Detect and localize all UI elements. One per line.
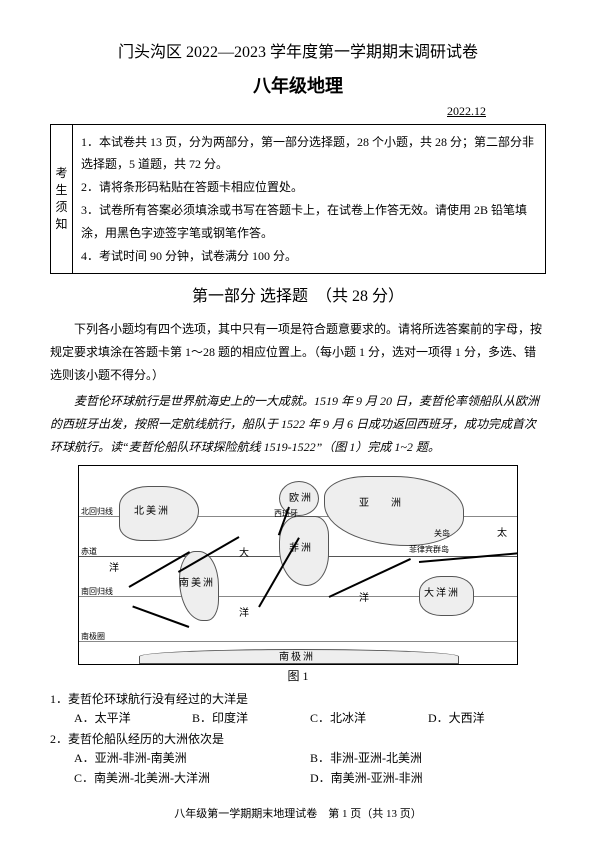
passage-intro: 麦哲伦环球航行是世界航海史上的一大成就。1519 年 9 月 20 日，麦哲伦率…: [50, 390, 546, 458]
label-phil: 菲律宾群岛: [409, 544, 449, 557]
label-sa: 南美洲: [179, 576, 215, 592]
label-ind: 洋: [359, 591, 371, 607]
notice-body: 1．本试卷共 13 页，分为两部分，第一部分选择题，28 个小题，共 28 分；…: [73, 125, 545, 274]
q2-opt-a: A．亚洲-非洲-南美洲: [74, 749, 310, 768]
q2-opt-d: D．南美洲-亚洲-非洲: [310, 769, 546, 788]
q2-options: A．亚洲-非洲-南美洲 B．非洲-亚洲-北美洲 C．南美洲-北美洲-大洋洲 D．…: [50, 749, 546, 787]
question-1: 1．麦哲伦环球航行没有经过的大洋是 A．太平洋 B．印度洋 C．北冰洋 D．大西…: [50, 690, 546, 728]
world-map-figure: 北回归线 赤道 南回归线 南极圈 北美洲 南美洲 欧洲 非洲 亚 洲 大洋洲 南…: [78, 465, 518, 665]
label-spain: 西班牙: [274, 508, 298, 521]
notice-side-label: 考 生 须 知: [51, 125, 73, 274]
label-pac-r: 太: [497, 526, 509, 542]
exam-subject: 八年级地理: [50, 72, 546, 101]
notice-item: 3．试卷所有答案必须填涂或书写在答题卡上，在试卷上作答无效。请使用 2B 铅笔填…: [81, 199, 537, 245]
label-equator: 赤道: [81, 546, 97, 559]
question-2: 2．麦哲伦船队经历的大洲依次是 A．亚洲-非洲-南美洲 B．非洲-亚洲-北美洲 …: [50, 730, 546, 788]
polar-s-line: [79, 641, 517, 642]
page-footer: 八年级第一学期期末地理试卷 第 1 页（共 13 页）: [0, 806, 596, 824]
label-as: 亚 洲: [359, 496, 407, 512]
notice-item: 2．请将条形码粘贴在答题卡相应位置处。: [81, 176, 537, 199]
label-atl2: 洋: [239, 606, 251, 622]
q1-stem: 1．麦哲伦环球航行没有经过的大洋是: [50, 690, 546, 709]
label-ant: 南极洲: [279, 650, 315, 665]
label-tropic-n: 北回归线: [81, 506, 113, 519]
q1-opt-a: A．太平洋: [74, 709, 192, 728]
label-eu: 欧洲: [289, 491, 313, 507]
q1-opt-c: C．北冰洋: [310, 709, 428, 728]
label-af: 非洲: [289, 541, 313, 557]
q1-opt-b: B．印度洋: [192, 709, 310, 728]
label-atl: 大: [239, 546, 251, 562]
q2-opt-c: C．南美洲-北美洲-大洋洲: [74, 769, 310, 788]
section-header: 第一部分 选择题 （共 28 分）: [50, 284, 546, 310]
label-tropic-s: 南回归线: [81, 586, 113, 599]
route-seg: [132, 605, 189, 627]
side-char: 知: [55, 216, 67, 233]
q1-options: A．太平洋 B．印度洋 C．北冰洋 D．大西洋: [50, 709, 546, 728]
label-na: 北美洲: [134, 504, 170, 520]
q2-opt-b: B．非洲-亚洲-北美洲: [310, 749, 546, 768]
side-char: 生: [55, 182, 67, 199]
label-pac-l: 洋: [109, 561, 121, 577]
label-polar-s: 南极圈: [81, 631, 105, 644]
exam-title: 门头沟区 2022—2023 学年度第一学期期末调研试卷: [50, 40, 546, 66]
exam-date: 2022.12: [50, 102, 546, 121]
label-guam: 关岛: [434, 528, 450, 541]
instruction: 下列各小题均有四个选项，其中只有一项是符合题意要求的。请将所选答案前的字母，按规…: [50, 318, 546, 386]
figure-caption: 图 1: [50, 667, 546, 686]
notice-item: 1．本试卷共 13 页，分为两部分，第一部分选择题，28 个小题，共 28 分；…: [81, 131, 537, 177]
notice-item: 4．考试时间 90 分钟，试卷满分 100 分。: [81, 245, 537, 268]
q2-stem: 2．麦哲伦船队经历的大洲依次是: [50, 730, 546, 749]
q1-opt-d: D．大西洋: [428, 709, 546, 728]
notice-box: 考 生 须 知 1．本试卷共 13 页，分为两部分，第一部分选择题，28 个小题…: [50, 124, 546, 275]
side-char: 考: [55, 165, 67, 182]
side-char: 须: [55, 199, 67, 216]
label-oc: 大洋洲: [424, 586, 460, 602]
